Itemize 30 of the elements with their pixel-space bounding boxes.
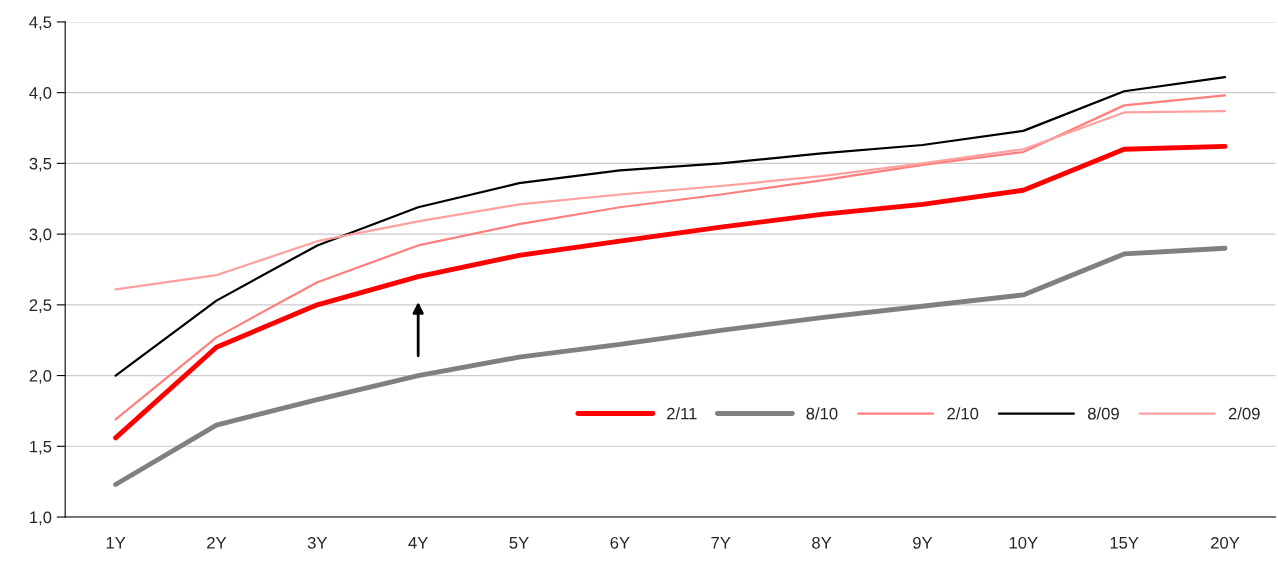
y-tick-label: 2,5 — [29, 299, 52, 314]
legend-label: 2/10 — [947, 407, 979, 420]
y-tick-label: 4,5 — [29, 16, 52, 31]
line-series — [113, 245, 1228, 487]
legend-label: 8/10 — [806, 407, 838, 420]
x-tick-label: 3Y — [307, 536, 328, 549]
x-tick-label: 9Y — [913, 536, 933, 549]
y-tick-label: 1,5 — [30, 440, 52, 455]
x-tick-label: 4Y — [408, 537, 428, 549]
legend-label: 2/09 — [1228, 407, 1260, 420]
line-series — [114, 94, 1227, 421]
x-tick-label: 15Y — [1110, 537, 1139, 549]
x-tick-label: 20Y — [1211, 536, 1240, 549]
x-tick-label: 10Y — [1009, 536, 1038, 549]
line-series — [113, 143, 1228, 441]
x-tick-label: 5Y — [509, 537, 529, 549]
x-tick-label: 2Y — [207, 536, 227, 549]
y-tick-label: 4,0 — [29, 87, 52, 101]
x-tick-label: 6Y — [610, 536, 630, 549]
x-tick-label: 7Y — [711, 537, 731, 549]
line-series — [114, 109, 1227, 291]
y-tick-label: 3,5 — [29, 157, 52, 172]
x-tick-label: 1Y — [106, 537, 126, 549]
y-tick-label: 2,0 — [29, 369, 52, 384]
y-tick-label: 3,0 — [29, 228, 52, 243]
y-tick-label: 1,0 — [30, 511, 52, 526]
line-series — [114, 75, 1227, 377]
x-tick-label: 8Y — [812, 536, 832, 549]
legend-label: 8/09 — [1087, 407, 1119, 420]
legend-label: 2/11 — [667, 407, 697, 420]
